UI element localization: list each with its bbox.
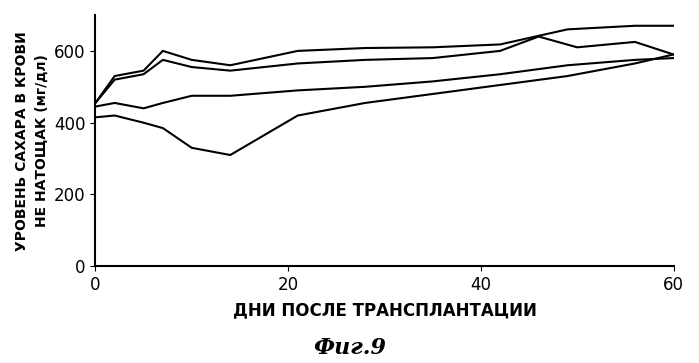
Text: Фиг.9: Фиг.9 [313, 337, 386, 359]
X-axis label: ДНИ ПОСЛЕ ТРАНСПЛАНТАЦИИ: ДНИ ПОСЛЕ ТРАНСПЛАНТАЦИИ [233, 301, 536, 319]
Y-axis label: УРОВЕНЬ САХАРА В КРОВИ
НЕ НАТОЩАК (мг/дл): УРОВЕНЬ САХАРА В КРОВИ НЕ НАТОЩАК (мг/дл… [15, 31, 48, 250]
